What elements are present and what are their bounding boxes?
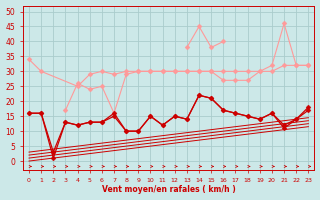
X-axis label: Vent moyen/en rafales ( km/h ): Vent moyen/en rafales ( km/h ) — [102, 185, 236, 194]
